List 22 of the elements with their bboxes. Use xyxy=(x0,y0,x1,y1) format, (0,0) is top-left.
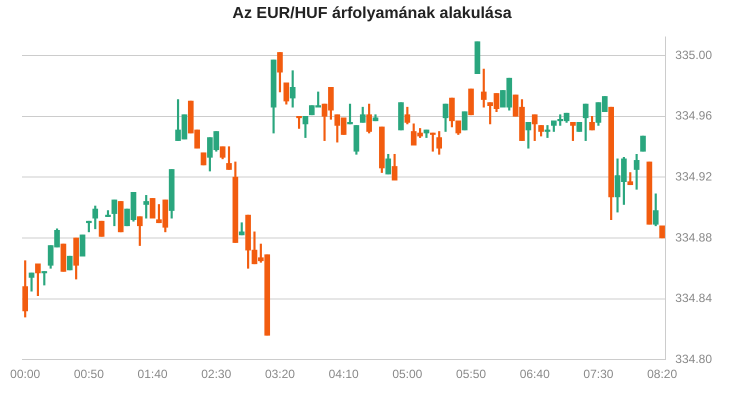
x-tick-label: 05:00 xyxy=(392,367,423,382)
x-tick-label: 05:50 xyxy=(456,367,486,382)
x-tick-label: 08:20 xyxy=(647,367,678,382)
candlestick xyxy=(480,68,487,108)
candlestick xyxy=(430,132,436,152)
x-tick-label: 04:10 xyxy=(328,367,359,382)
x-tick-label: 01:40 xyxy=(138,367,168,382)
candlestick xyxy=(41,271,48,286)
x-tick-label: 00:00 xyxy=(10,367,41,382)
chart-title: Az EUR/HUF árfolyamának alakulása xyxy=(232,5,512,22)
x-tick-label: 02:30 xyxy=(201,367,232,382)
y-tick-label: 334.92 xyxy=(675,169,712,184)
x-tick-label: 00:50 xyxy=(74,367,104,382)
y-tick-label: 334.88 xyxy=(675,230,712,244)
y-tick-label: 335.00 xyxy=(675,48,712,62)
x-tick-label: 07:30 xyxy=(583,367,614,382)
candlestick xyxy=(143,195,150,218)
y-tick-label: 334.80 xyxy=(675,352,712,366)
y-tick-label: 334.96 xyxy=(675,108,712,123)
x-tick-label: 06:40 xyxy=(520,367,550,382)
y-tick-label: 334.84 xyxy=(675,291,712,306)
x-tick-label: 03:20 xyxy=(264,367,296,382)
